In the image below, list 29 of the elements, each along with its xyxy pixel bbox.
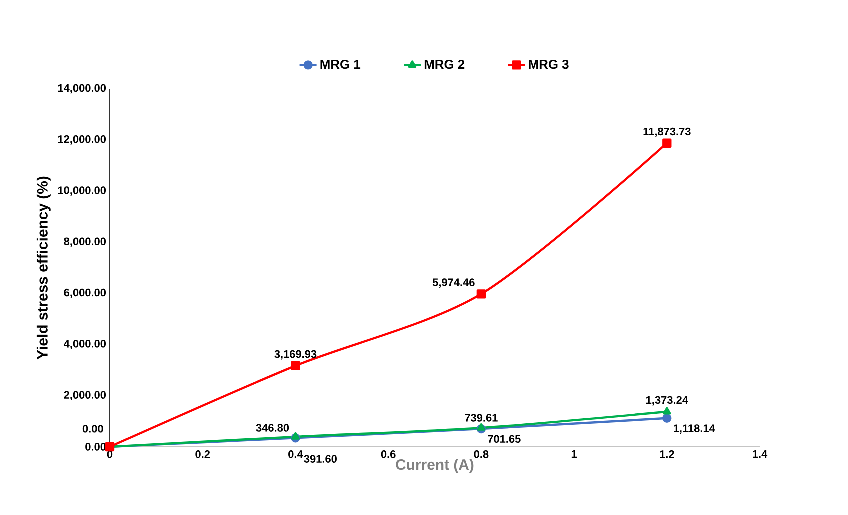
y-tick-label: 10,000.00 <box>58 186 106 196</box>
x-tick-label: 0.8 <box>474 450 489 458</box>
x-tick-label: 0.4 <box>288 450 304 458</box>
x-tick-label: 1.4 <box>753 450 768 458</box>
y-tick-label: 12,000.00 <box>58 135 106 145</box>
data-label: 739.61 <box>465 414 498 422</box>
data-label: 1,118.14 <box>674 424 716 434</box>
data-label: 701.65 <box>488 435 521 444</box>
data-label: 11,873.73 <box>644 128 691 138</box>
y-tick-label: 4,000.00 <box>64 340 106 350</box>
data-label: 3,169.93 <box>274 350 317 360</box>
legend-label: MRG 1 <box>320 60 361 70</box>
y-tick-label: 2,000.00 <box>64 391 106 401</box>
y-tick-label: 0.00 <box>86 443 106 451</box>
y-axis-title: Yield stress efficiency (%) <box>36 176 51 360</box>
x-tick-label: 0.6 <box>381 450 396 458</box>
data-label: 1,373.24 <box>646 396 688 406</box>
legend-label: MRG 3 <box>529 60 569 70</box>
data-label: 346.80 <box>256 424 290 432</box>
legend-label: MRG 2 <box>424 60 465 70</box>
y-tick-label: 8,000.00 <box>64 238 106 248</box>
y-tick-label: 6,000.00 <box>64 288 106 298</box>
x-tick-label: 1 <box>572 450 578 458</box>
x-axis-title: Current (A) <box>396 459 474 474</box>
data-label: 5,974.46 <box>432 278 475 288</box>
data-label: 391.60 <box>304 455 337 463</box>
x-tick-label: 1.2 <box>660 450 674 458</box>
y-tick-label: 14,000.00 <box>58 84 106 94</box>
x-tick-label: 0.2 <box>196 450 210 458</box>
